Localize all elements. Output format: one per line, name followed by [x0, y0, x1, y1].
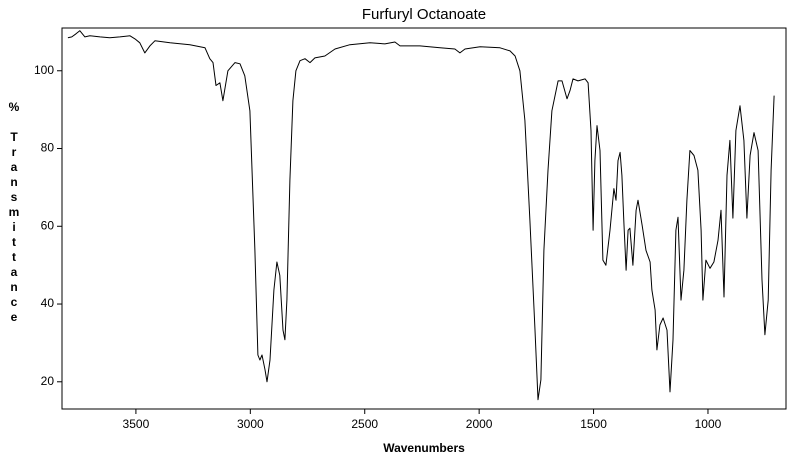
x-tick-label: 3500: [123, 417, 150, 431]
y-tick-label: 40: [41, 296, 55, 310]
y-tick-label: 80: [41, 141, 55, 155]
y-tick-label: 60: [41, 218, 55, 232]
y-tick-label: 100: [34, 63, 54, 77]
x-tick-label: 1000: [695, 417, 722, 431]
x-axis-label: Wavenumbers: [383, 441, 465, 455]
spectrum-line: [67, 30, 775, 401]
x-tick-label: 2000: [466, 417, 493, 431]
plot-frame: [61, 27, 787, 410]
chart-title: Furfuryl Octanoate: [362, 6, 486, 23]
x-tick-label: 3000: [237, 417, 264, 431]
y-tick-label: 20: [41, 374, 55, 388]
x-tick-label: 1500: [580, 417, 607, 431]
y-axis-label: % Transmittance: [7, 100, 21, 325]
x-tick-label: 2500: [351, 417, 378, 431]
